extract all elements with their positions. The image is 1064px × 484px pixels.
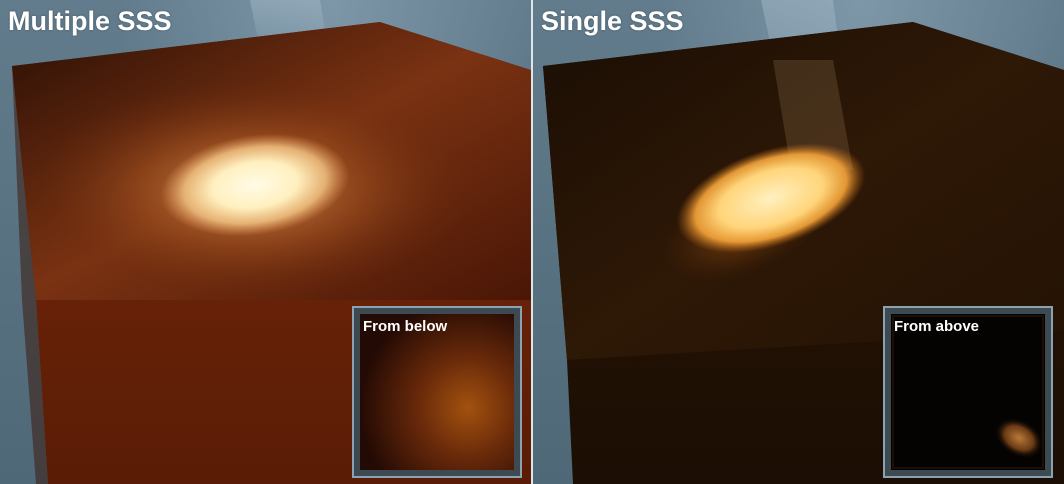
inset-view-above	[891, 314, 1045, 470]
inset-render	[891, 314, 1045, 470]
inset-render	[360, 314, 514, 470]
panel-title: Multiple SSS	[8, 6, 172, 36]
multiple-sss-panel: Multiple SSS From below	[0, 0, 531, 484]
inset-label: From below	[363, 318, 448, 335]
single-sss-render	[543, 0, 1064, 484]
inset-view-below	[360, 314, 514, 470]
panel-title: Single SSS	[541, 6, 684, 36]
panel-divider	[531, 0, 533, 484]
single-sss-panel: Single SSS From above	[533, 0, 1064, 484]
inset-label: From above	[894, 318, 980, 335]
inset-from-below: From below	[352, 306, 522, 478]
inset-from-above: From above	[883, 306, 1053, 478]
